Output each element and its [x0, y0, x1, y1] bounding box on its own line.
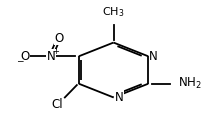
Text: Cl: Cl [51, 98, 63, 111]
Text: CH$_3$: CH$_3$ [102, 5, 125, 19]
Text: O: O [20, 50, 29, 63]
Text: O: O [54, 32, 63, 45]
Text: +: + [52, 47, 59, 56]
Text: N: N [149, 50, 158, 63]
Text: N: N [46, 50, 55, 63]
Text: NH$_2$: NH$_2$ [178, 76, 202, 91]
Text: −: − [16, 57, 24, 66]
Text: N: N [115, 91, 123, 104]
